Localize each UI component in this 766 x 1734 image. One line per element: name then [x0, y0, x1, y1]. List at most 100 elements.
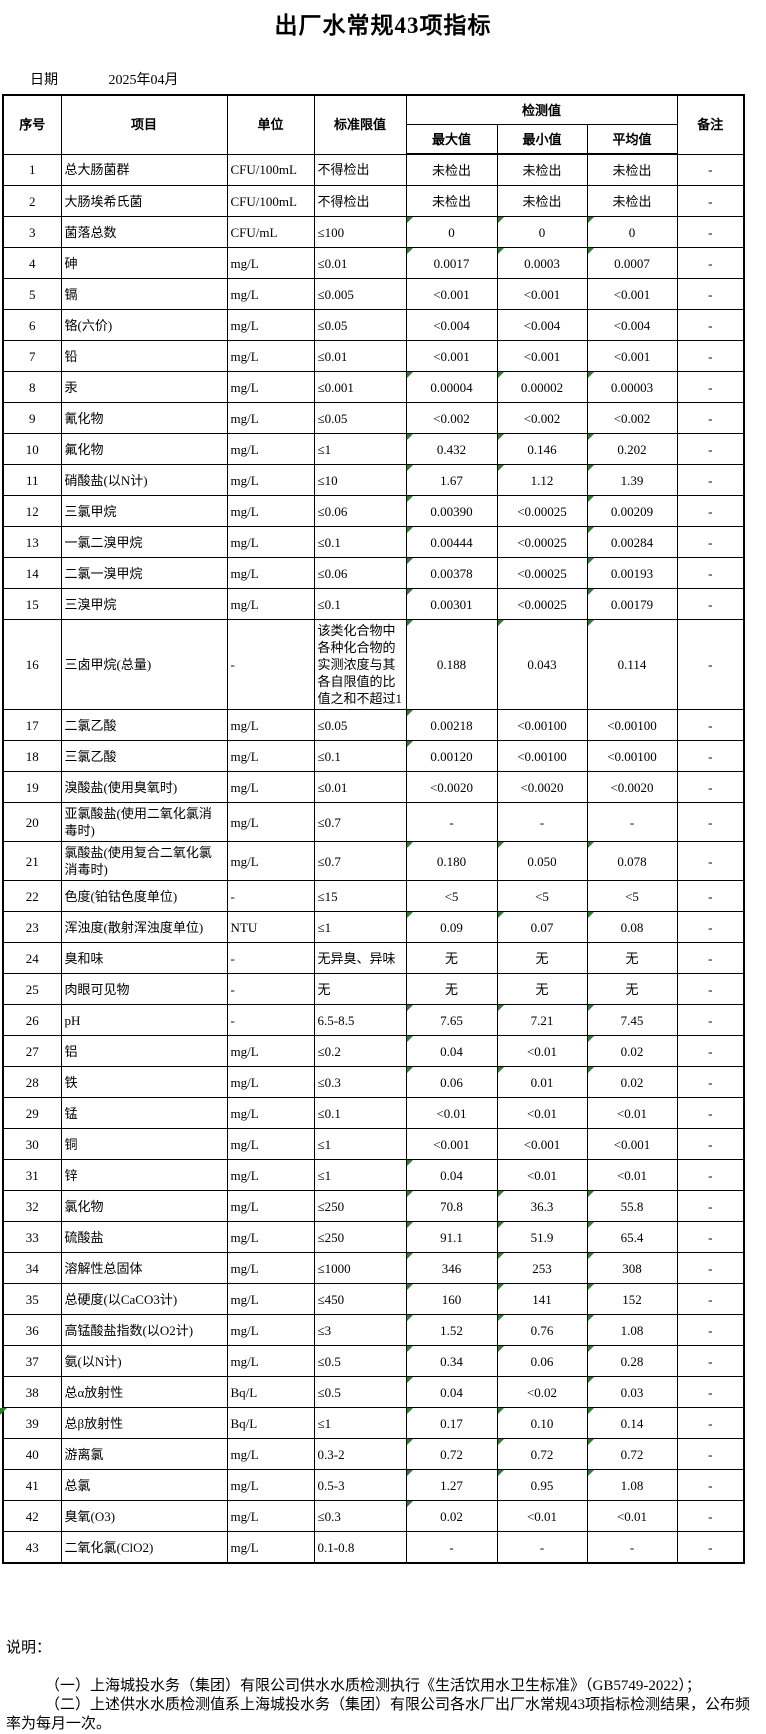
cell-max: 0.00301 [405, 588, 498, 620]
cell-unit: mg/L [226, 771, 315, 803]
excel-error-marker [407, 1222, 413, 1228]
cell-min: 0.76 [496, 1314, 588, 1346]
excel-error-marker [588, 558, 594, 564]
cell-max: 0 [405, 216, 498, 248]
excel-error-marker [498, 842, 504, 848]
cell-min: 0.10 [496, 1407, 588, 1439]
cell-min: 0.050 [496, 841, 588, 881]
cell-remark: - [676, 588, 745, 620]
table-row: 18 三氯乙酸 mg/L ≤0.1 0.00120 <0.00100 <0.00100- [2, 740, 745, 772]
cell-unit: mg/L [226, 802, 315, 842]
cell-remark: - [676, 557, 745, 589]
cell-limit: 0.1-0.8 [313, 1531, 407, 1564]
excel-error-marker [407, 372, 413, 378]
table-row: 4 砷 mg/L ≤0.01 0.0017 0.0003 0.0007- [2, 247, 745, 279]
cell-unit: mg/L [226, 1283, 315, 1315]
cell-max: <0.001 [405, 278, 498, 310]
cell-max: 0.00444 [405, 526, 498, 558]
cell-index: 20 [2, 802, 62, 842]
cell-limit: ≤0.05 [313, 709, 407, 741]
excel-error-marker [588, 912, 594, 918]
cell-min: 无 [496, 973, 588, 1005]
cell-remark: - [676, 771, 745, 803]
cell-item: 锰 [60, 1097, 228, 1129]
table-row: 43 二氧化氯(ClO2) mg/L 0.1-0.8- - - - [2, 1531, 745, 1564]
excel-error-marker [407, 1439, 413, 1445]
cell-max: 无 [405, 973, 498, 1005]
cell-limit: ≤250 [313, 1190, 407, 1222]
cell-remark: - [676, 1314, 745, 1346]
cell-unit: NTU [226, 911, 315, 943]
cell-index: 19 [2, 771, 62, 803]
cell-item: 三卤甲烷(总量) [60, 619, 228, 710]
cell-min: 0.72 [496, 1438, 588, 1470]
cell-min: <0.01 [496, 1159, 588, 1191]
excel-error-marker [588, 465, 594, 471]
excel-error-marker [407, 1005, 413, 1011]
cell-avg: 1.08 [586, 1314, 678, 1346]
cell-avg: 0.202 [586, 433, 678, 465]
cell-unit: mg/L [226, 1500, 315, 1532]
cell-item: 亚氯酸盐(使用二氧化氯消毒时) [60, 802, 228, 842]
cell-item: 氰化物 [60, 402, 228, 434]
cell-avg: <0.001 [586, 1128, 678, 1160]
cell-index: 35 [2, 1283, 62, 1315]
cell-limit: 无 [313, 973, 407, 1005]
cell-avg: 0.114 [586, 619, 678, 710]
cell-max: <0.002 [405, 402, 498, 434]
header-index: 序号 [2, 94, 62, 155]
cell-max: 0.00390 [405, 495, 498, 527]
excel-error-marker [498, 1005, 504, 1011]
cell-limit: ≤0.1 [313, 1097, 407, 1129]
cell-max: 0.00004 [405, 371, 498, 403]
excel-error-marker [588, 1036, 594, 1042]
excel-error-marker [588, 527, 594, 533]
cell-avg: <0.00100 [586, 740, 678, 772]
cell-min: <0.001 [496, 340, 588, 372]
cell-unit: CFU/100mL [226, 153, 315, 186]
table-row: 15 三溴甲烷 mg/L ≤0.1 0.00301 <0.00025 0.00179- [2, 588, 745, 620]
cell-index: 24 [2, 942, 62, 974]
table-row: 33 硫酸盐 mg/L ≤250 91.1 51.9 65.4- [2, 1221, 745, 1253]
cell-max: 91.1 [405, 1221, 498, 1253]
excel-error-marker [407, 1160, 413, 1166]
excel-error-marker [498, 465, 504, 471]
cell-item: 肉眼可见物 [60, 973, 228, 1005]
cell-limit: ≤0.05 [313, 309, 407, 341]
cell-unit: mg/L [226, 464, 315, 496]
excel-error-marker [588, 842, 594, 848]
cell-max: 无 [405, 942, 498, 974]
cell-item: 铁 [60, 1066, 228, 1098]
cell-limit: ≤0.5 [313, 1376, 407, 1408]
cell-avg: 未检出 [586, 185, 678, 217]
cell-max: 0.0017 [405, 247, 498, 279]
excel-error-marker [407, 1315, 413, 1321]
cell-unit: mg/L [226, 278, 315, 310]
cell-max: - [405, 1531, 498, 1564]
cell-index: 18 [2, 740, 62, 772]
cell-remark: - [676, 402, 745, 434]
excel-error-marker [588, 496, 594, 502]
cell-avg: 7.45 [586, 1004, 678, 1036]
excel-error-marker [407, 1284, 413, 1290]
cell-limit: ≤1000 [313, 1252, 407, 1284]
cell-index: 30 [2, 1128, 62, 1160]
cell-item: 溴酸盐(使用臭氧时) [60, 771, 228, 803]
cell-max: 0.04 [405, 1159, 498, 1191]
cell-item: 菌落总数 [60, 216, 228, 248]
cell-remark: - [676, 1066, 745, 1098]
table-row: 13 一氯二溴甲烷 mg/L ≤0.1 0.00444 <0.00025 0.00284- [2, 526, 745, 558]
cell-item: 铬(六价) [60, 309, 228, 341]
cell-unit: mg/L [226, 340, 315, 372]
header-unit: 单位 [226, 94, 315, 155]
table-body: 1 总大肠菌群 CFU/100mL 不得检出 未检出 未检出 未检出 -2 大肠埃希氏菌 CFU/… [2, 153, 745, 1564]
cell-avg: <0.01 [586, 1500, 678, 1532]
cell-item: 三溴甲烷 [60, 588, 228, 620]
cell-min: 0.043 [496, 619, 588, 710]
excel-error-marker [588, 1377, 594, 1383]
excel-error-marker [498, 620, 504, 626]
cell-index: 34 [2, 1252, 62, 1284]
cell-item: 总α放射性 [60, 1376, 228, 1408]
table-row: 27 铝 mg/L ≤0.2 0.04 <0.01 0.02- [2, 1035, 745, 1067]
cell-limit: ≤0.3 [313, 1500, 407, 1532]
